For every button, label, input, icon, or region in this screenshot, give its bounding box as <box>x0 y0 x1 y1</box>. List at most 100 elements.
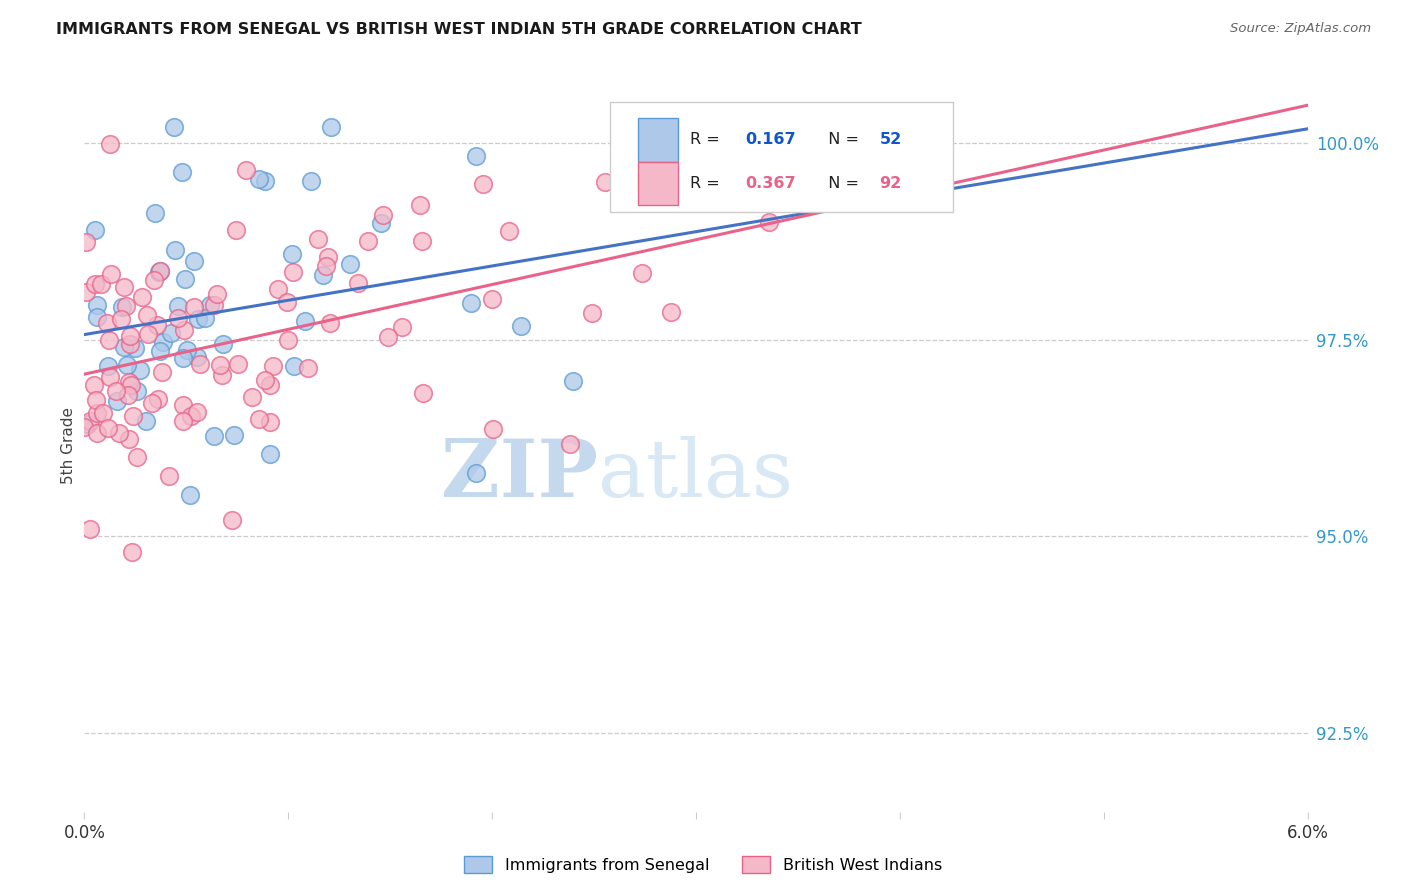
Point <box>149 264 172 278</box>
Text: R =: R = <box>690 133 724 147</box>
Point <box>280 247 302 261</box>
Point <box>117 432 139 446</box>
Point <box>141 396 163 410</box>
Point <box>79 414 101 428</box>
Point <box>412 386 434 401</box>
Point <box>90 277 112 291</box>
Point <box>316 251 339 265</box>
Point <box>631 266 654 280</box>
Point <box>472 178 495 192</box>
Point <box>127 450 149 464</box>
Point <box>104 384 127 398</box>
Point <box>259 415 281 429</box>
Point <box>294 314 316 328</box>
Point <box>276 333 298 347</box>
Text: IMMIGRANTS FROM SENEGAL VS BRITISH WEST INDIAN 5TH GRADE CORRELATION CHART: IMMIGRANTS FROM SENEGAL VS BRITISH WEST … <box>56 22 862 37</box>
Text: atlas: atlas <box>598 436 793 515</box>
Point <box>259 378 281 392</box>
Point <box>299 174 322 188</box>
Point <box>135 414 157 428</box>
Point <box>75 235 97 249</box>
Point <box>86 310 108 325</box>
Point <box>464 149 486 163</box>
Point <box>100 267 122 281</box>
Point <box>194 310 217 325</box>
Point <box>145 318 167 332</box>
Point <box>97 359 120 373</box>
Point <box>108 426 131 441</box>
Text: R =: R = <box>690 177 724 191</box>
Point <box>481 293 503 307</box>
Point <box>98 136 121 151</box>
Point <box>120 329 142 343</box>
Point <box>370 217 392 231</box>
Point <box>75 285 97 299</box>
Point <box>120 378 142 392</box>
Point <box>240 390 263 404</box>
Legend: Immigrants from Senegal, British West Indians: Immigrants from Senegal, British West In… <box>457 849 949 880</box>
Point <box>163 120 186 135</box>
Point <box>186 405 208 419</box>
Point <box>112 340 135 354</box>
Point <box>276 295 298 310</box>
Point <box>409 197 432 211</box>
Point <box>509 318 531 333</box>
Text: ZIP: ZIP <box>441 436 598 515</box>
FancyBboxPatch shape <box>638 119 678 161</box>
FancyBboxPatch shape <box>638 162 678 205</box>
Point <box>84 223 107 237</box>
Point <box>173 272 195 286</box>
Point <box>173 323 195 337</box>
Point <box>200 298 222 312</box>
Point <box>96 316 118 330</box>
Point <box>115 299 138 313</box>
Text: 0.167: 0.167 <box>745 133 796 147</box>
Point <box>91 406 114 420</box>
Point <box>460 296 482 310</box>
Point <box>86 298 108 312</box>
Point <box>160 326 183 340</box>
Point <box>190 357 212 371</box>
Point <box>411 234 433 248</box>
Point <box>212 336 235 351</box>
Text: N =: N = <box>818 133 865 147</box>
Point <box>259 446 281 460</box>
Point <box>73 419 96 434</box>
Point <box>498 224 520 238</box>
Point <box>179 488 201 502</box>
Point <box>150 365 173 379</box>
Point <box>267 282 290 296</box>
Y-axis label: 5th Grade: 5th Grade <box>60 408 76 484</box>
Point <box>97 421 120 435</box>
Point <box>696 120 718 135</box>
Point <box>128 363 150 377</box>
Point <box>111 300 134 314</box>
Point <box>83 377 105 392</box>
Point <box>172 351 194 366</box>
Point <box>120 337 142 351</box>
Point <box>121 545 143 559</box>
Point <box>77 417 100 432</box>
Point <box>187 312 209 326</box>
Point <box>97 333 120 347</box>
Point <box>307 232 329 246</box>
Point <box>226 357 249 371</box>
Point <box>172 165 194 179</box>
Point <box>115 358 138 372</box>
Point <box>208 358 231 372</box>
Point <box>110 312 132 326</box>
Point <box>131 290 153 304</box>
Point <box>482 422 505 436</box>
Point <box>167 299 190 313</box>
Point <box>84 392 107 407</box>
FancyBboxPatch shape <box>610 103 953 212</box>
Point <box>163 244 186 258</box>
Text: Source: ZipAtlas.com: Source: ZipAtlas.com <box>1230 22 1371 36</box>
Point <box>659 304 682 318</box>
Point <box>315 260 337 274</box>
Point <box>283 265 305 279</box>
Point <box>623 120 645 135</box>
Point <box>149 343 172 358</box>
Point <box>202 298 225 312</box>
Point <box>202 429 225 443</box>
